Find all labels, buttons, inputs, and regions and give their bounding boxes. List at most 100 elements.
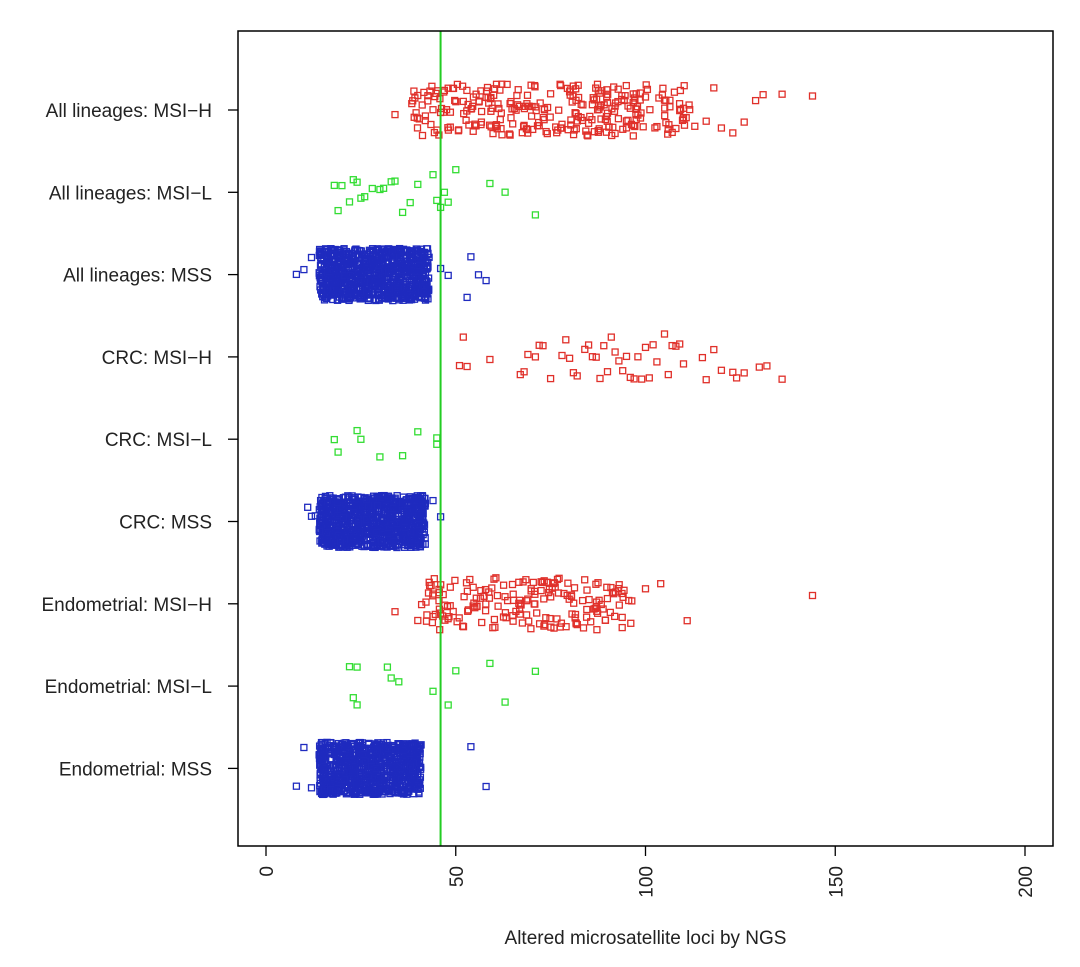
data-point-mss (399, 790, 408, 798)
data-point-msi-h (498, 131, 506, 139)
data-point-msi-l (501, 188, 509, 196)
data-point-msi-h (630, 94, 639, 102)
data-point-mss (380, 771, 389, 780)
data-point-mss (366, 506, 374, 515)
data-point-msi-h (592, 353, 600, 361)
data-point-mss (421, 296, 430, 304)
data-point-msi-h (542, 127, 550, 136)
data-point-msi-h (435, 605, 444, 613)
data-point-msi-h (446, 108, 455, 116)
data-point-mss (340, 249, 348, 257)
data-point-mss (382, 514, 390, 522)
data-point-msi-h (471, 122, 479, 130)
data-point-msi-h (545, 588, 553, 597)
data-point-msi-h (532, 106, 540, 115)
data-point-msi-h (530, 600, 538, 608)
data-point-mss (369, 543, 377, 551)
data-point-msi-h (584, 119, 593, 127)
data-point-msi-h (540, 622, 548, 630)
data-point-mss (409, 534, 417, 542)
data-point-msi-h (565, 354, 574, 362)
data-point-msi-h (418, 131, 427, 140)
data-point-msi-h (574, 81, 582, 89)
data-point-msi-l (334, 206, 342, 215)
data-point-mss (369, 517, 377, 526)
data-point-mss (397, 506, 405, 515)
data-point-mss (379, 524, 388, 533)
data-point-mss (346, 279, 354, 288)
data-point-msi-h (659, 84, 667, 92)
data-point-mss (389, 781, 397, 789)
y-tick-label: All lineages: MSI−H (46, 101, 212, 122)
data-point-msi-h (501, 609, 510, 617)
data-point-msi-h (587, 618, 595, 626)
data-point-mss (393, 261, 401, 270)
data-point-msi-h (585, 595, 593, 604)
data-point-msi-h (497, 109, 505, 117)
data-point-mss (444, 271, 452, 280)
data-point-msi-h (732, 374, 741, 382)
data-point-msi-h (589, 94, 597, 102)
data-point-mss (405, 513, 413, 521)
data-point-msi-h (550, 579, 558, 587)
data-point-msi-h (584, 341, 593, 349)
data-point-msi-h (627, 619, 635, 627)
data-point-mss (300, 265, 308, 274)
data-point-mss (372, 764, 380, 773)
data-point-mss (482, 782, 490, 791)
data-point-mss (358, 542, 366, 550)
data-point-msi-h (593, 80, 602, 88)
data-point-msi-h (490, 91, 498, 99)
data-point-mss (412, 281, 421, 289)
data-point-msi-h (570, 126, 578, 134)
data-point-mss (410, 774, 419, 782)
x-tick-label: 200 (1016, 866, 1037, 898)
data-point-mss (362, 495, 371, 504)
data-point-msi-h (594, 128, 603, 136)
data-point-msi-h (486, 355, 494, 364)
data-point-msi-h (664, 370, 672, 379)
data-point-msi-h (622, 124, 631, 132)
data-point-msi-h (483, 83, 492, 92)
data-point-msi-h (460, 109, 468, 118)
data-point-mss (382, 283, 391, 291)
y-tick-label: Endometrial: MSI−H (41, 595, 212, 616)
data-point-mss (377, 272, 385, 280)
data-point-mss (315, 527, 324, 536)
data-point-mss (353, 251, 362, 259)
data-point-msi-h (618, 623, 626, 632)
data-point-msi-h (536, 99, 544, 107)
data-point-mss (387, 247, 395, 256)
data-point-msi-h (489, 624, 497, 632)
data-point-msi-h (599, 605, 607, 613)
data-point-msi-h (651, 124, 659, 132)
data-point-mss (323, 269, 332, 277)
data-point-msi-h (428, 82, 436, 90)
data-point-mss (327, 755, 336, 764)
data-point-mss (400, 743, 408, 751)
data-point-msi-h (601, 616, 610, 624)
data-point-mss (333, 263, 341, 271)
data-point-mss (315, 269, 323, 277)
data-point-mss (322, 515, 330, 523)
data-point-mss (397, 764, 405, 773)
data-point-msi-l (353, 663, 361, 671)
data-point-msi-h (460, 593, 468, 601)
data-point-mss (341, 515, 349, 523)
data-point-msi-h (520, 368, 528, 376)
data-point-msi-h (530, 81, 539, 90)
data-point-msi-h (778, 375, 786, 383)
data-point-msi-h (573, 372, 581, 380)
data-point-msi-h (610, 83, 618, 91)
data-point-msi-h (620, 586, 628, 594)
data-point-msi-h (425, 578, 433, 586)
data-point-mss (315, 751, 323, 759)
data-point-mss (372, 270, 381, 279)
data-point-msi-h (603, 109, 612, 117)
data-point-msi-l (486, 659, 494, 668)
data-point-msi-h (539, 113, 547, 122)
data-point-msi-h (462, 116, 470, 124)
data-point-msi-h (668, 341, 676, 350)
data-point-msi-h (778, 90, 786, 98)
data-point-msi-h (535, 620, 544, 628)
